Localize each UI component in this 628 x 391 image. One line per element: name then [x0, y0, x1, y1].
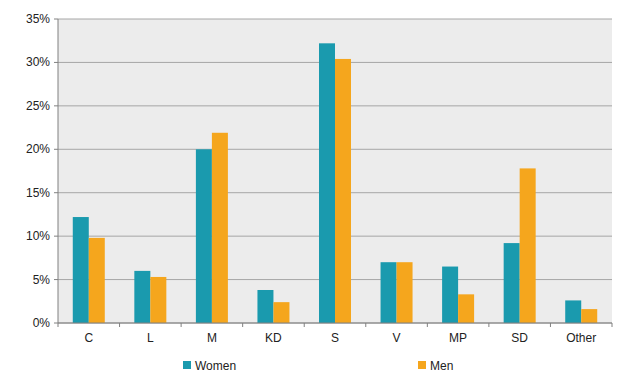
legend-label: Men: [430, 359, 453, 373]
legend-swatch: [183, 361, 191, 369]
x-tick-label: M: [207, 331, 217, 345]
y-tick: [54, 149, 58, 150]
x-tick: [427, 323, 428, 327]
bar: [196, 149, 212, 323]
bar: [89, 238, 105, 323]
y-tick: [54, 192, 58, 193]
bar: [458, 294, 474, 323]
legend-label: Women: [195, 359, 236, 373]
y-tick-label: 35%: [26, 12, 50, 26]
x-tick: [304, 323, 305, 327]
x-tick: [181, 323, 182, 327]
bar: [565, 300, 581, 323]
x-tick-label: S: [331, 331, 339, 345]
x-tick: [119, 323, 120, 327]
x-tick-label: V: [393, 331, 401, 345]
y-tick: [54, 279, 58, 280]
y-tick-label: 25%: [26, 99, 50, 113]
x-tick: [488, 323, 489, 327]
bar: [520, 168, 536, 323]
chart-container: 0% 5% 10% 15% 20% 25% 30% 35% C L M KD S V MP SD Other Wo…: [0, 0, 628, 391]
x-axis: [58, 323, 612, 324]
bar: [73, 217, 89, 323]
x-tick-label: C: [84, 331, 93, 345]
bar: [335, 59, 351, 323]
plot-background: [58, 19, 612, 323]
y-tick-label: 30%: [26, 55, 50, 69]
x-tick: [242, 323, 243, 327]
y-tick-label: 5%: [33, 273, 51, 287]
y-axis: [58, 19, 59, 323]
y-tick-label: 10%: [26, 229, 50, 243]
grid-line: [58, 19, 612, 20]
y-tick-label: 0%: [33, 316, 51, 330]
x-tick-label: SD: [511, 331, 528, 345]
bars: [73, 43, 597, 323]
legend-swatch: [418, 361, 426, 369]
x-tick: [550, 323, 551, 327]
y-tick: [54, 19, 58, 20]
x-tick: [612, 323, 613, 327]
bar: [150, 277, 166, 323]
x-tick-label: MP: [449, 331, 467, 345]
bar: [319, 43, 335, 323]
bar: [581, 309, 597, 323]
bar: [134, 271, 150, 323]
y-tick: [54, 62, 58, 63]
bar: [442, 267, 458, 323]
x-tick-label: L: [147, 331, 154, 345]
bar: [381, 262, 397, 323]
x-tick-label: KD: [265, 331, 282, 345]
bar: [212, 133, 228, 323]
y-tick-label: 15%: [26, 186, 50, 200]
y-tick: [54, 323, 58, 324]
bar: [504, 243, 520, 323]
x-tick-label: Other: [566, 331, 596, 345]
chart-svg: 0% 5% 10% 15% 20% 25% 30% 35% C L M KD S V MP SD Other Wo…: [0, 0, 628, 391]
y-tick: [54, 236, 58, 237]
bar: [397, 262, 413, 323]
bar: [273, 302, 289, 323]
bar: [257, 290, 273, 323]
y-tick-label: 20%: [26, 142, 50, 156]
x-tick: [365, 323, 366, 327]
y-tick: [54, 105, 58, 106]
grid-line: [58, 323, 612, 324]
x-tick: [58, 323, 59, 327]
